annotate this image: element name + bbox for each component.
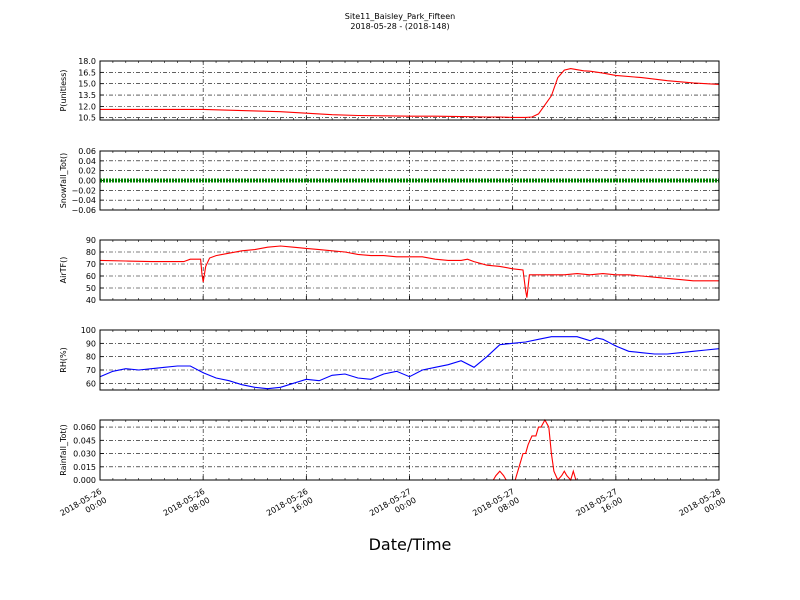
series-line — [99, 245, 719, 298]
y-tick-label: 0.06 — [78, 147, 96, 156]
y-tick-label: 50 — [86, 284, 96, 293]
y-tick-label: 60 — [86, 272, 96, 281]
plot-frame — [99, 329, 720, 391]
y-tick-label: 70 — [86, 366, 96, 375]
y-tick-label: 10.5 — [78, 114, 96, 123]
y-tick-label: 18.0 — [78, 57, 96, 66]
y-tick-label: 0.030 — [73, 450, 96, 459]
y-tick-label: 40 — [86, 296, 96, 305]
chart-title-line2: 2018-05-28 - (2018-148) — [350, 22, 449, 31]
y-tick-label: 0.04 — [78, 157, 96, 166]
plot-frame — [99, 239, 720, 301]
y-tick-label: −0.02 — [71, 186, 96, 195]
y-tick-label: −0.04 — [71, 196, 96, 205]
panel-3: 40 50 60 70 80 90 AirTF() — [59, 236, 720, 305]
y-tick-label: 0.045 — [73, 436, 96, 445]
panel-5: 0.000 0.015 0.030 0.045 0.060 Rainfall_Tot() — [59, 418, 720, 485]
y-tick-label: 13.5 — [78, 91, 96, 100]
y-tick-label: 60 — [86, 379, 96, 388]
y-axis-label: Snowfall_Tot() — [59, 153, 68, 209]
plot-frame — [99, 419, 720, 481]
y-tick-label: 15.0 — [78, 80, 96, 89]
y-axis-label: Rainfall_Tot() — [59, 424, 68, 476]
series-line — [100, 418, 719, 482]
y-tick-label: 100 — [81, 326, 96, 335]
y-tick-label: 0.00 — [78, 177, 96, 186]
y-tick-label: 0.000 — [73, 476, 96, 485]
y-axis-label: AirTF() — [59, 257, 68, 284]
y-tick-label: −0.06 — [71, 206, 96, 215]
y-axis-label: RH(%) — [59, 347, 68, 372]
series-line — [100, 68, 720, 118]
plot-frame — [99, 60, 720, 121]
panel-1: 10.5 12.0 13.5 15.0 16.5 18.0 P(unitless) — [59, 57, 720, 123]
y-tick-label: 16.5 — [78, 68, 96, 77]
y-tick-label: 70 — [86, 260, 96, 269]
y-tick-label: 12.0 — [78, 102, 96, 111]
panels-group: 10.5 12.0 13.5 15.0 16.5 18.0 P(unitless) −0.06… — [59, 57, 720, 485]
panel-2: −0.06−0.04−0.020.000.020.040.06 Snowfall_… — [59, 147, 720, 215]
y-tick-label: 0.015 — [73, 463, 96, 472]
y-tick-label: 80 — [86, 353, 96, 362]
series-line — [99, 336, 720, 390]
plot-frame — [99, 150, 720, 211]
y-tick-label: 80 — [86, 248, 96, 257]
panel-4: 60 70 80 90 100 RH(%) — [59, 326, 720, 391]
y-tick-label: 0.060 — [73, 423, 96, 432]
x-axis-label: Date/Time — [369, 535, 452, 554]
y-axis-label: P(unitless) — [59, 69, 68, 111]
y-tick-label: 0.02 — [78, 167, 96, 176]
y-tick-label: 90 — [86, 339, 96, 348]
chart-title-line1: Site11_Baisley_Park_Fifteen — [345, 12, 455, 21]
y-tick-label: 90 — [86, 236, 96, 245]
